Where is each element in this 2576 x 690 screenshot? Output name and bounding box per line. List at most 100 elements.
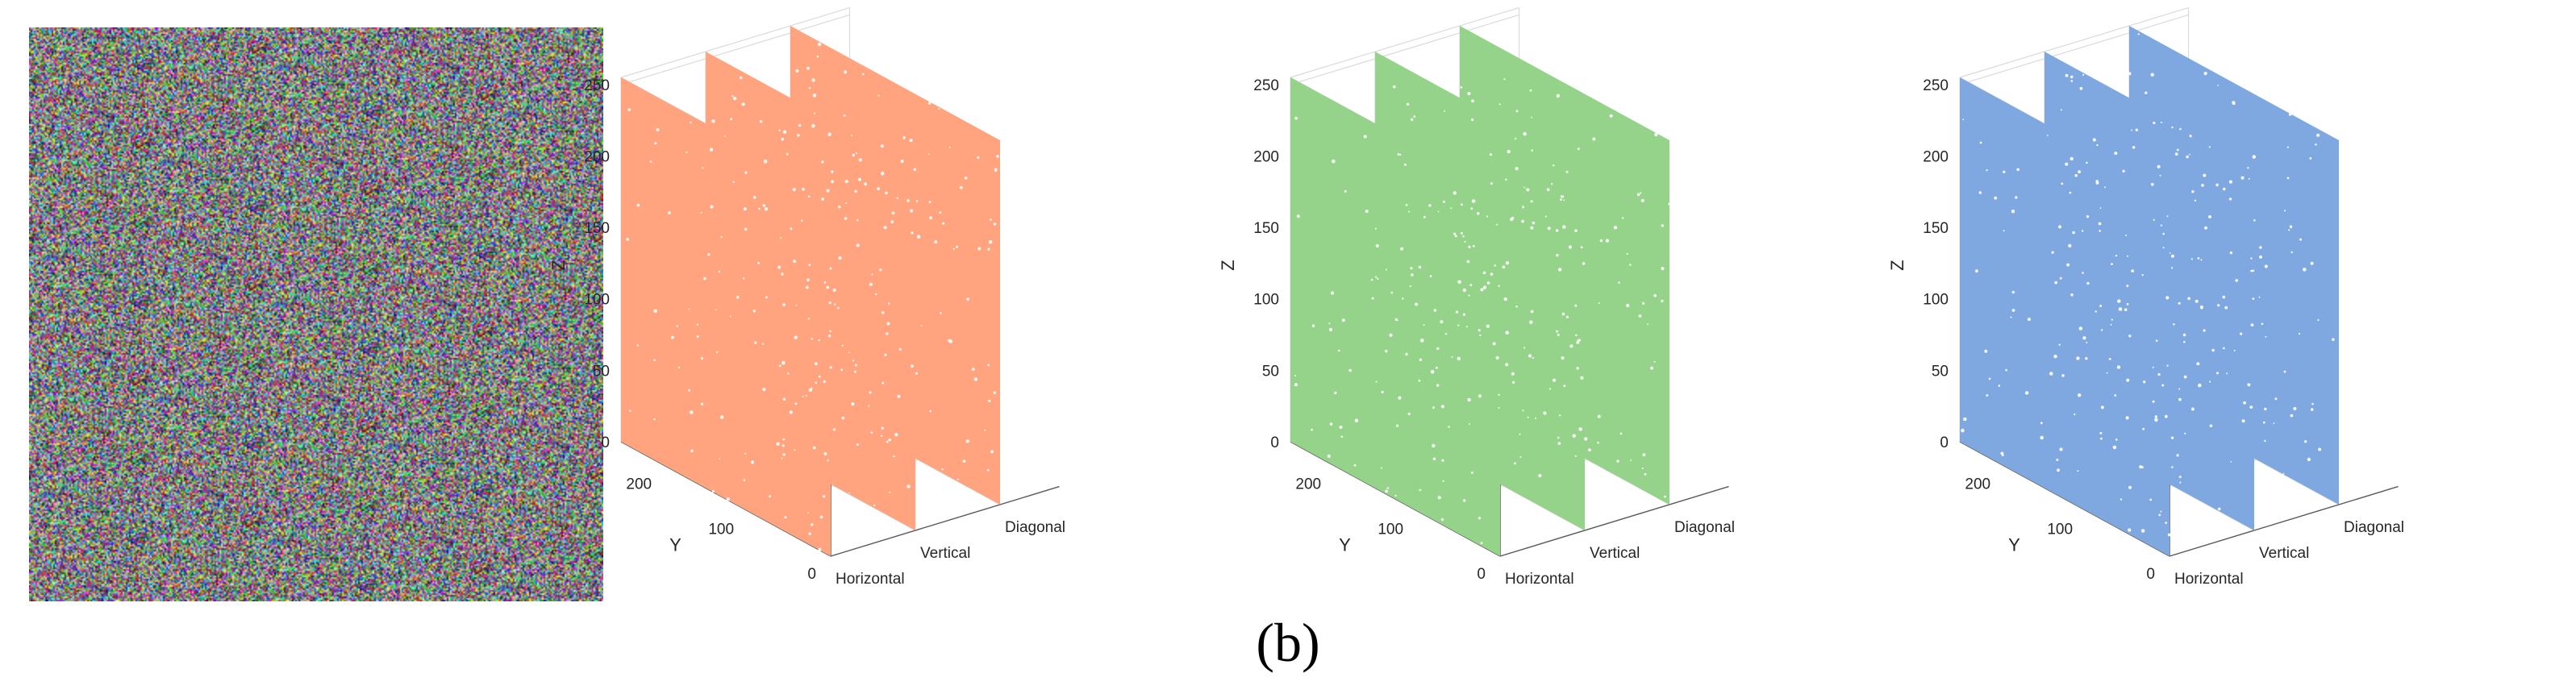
z-tick-label: 0: [1270, 434, 1279, 451]
scatter-gap-point: [894, 433, 898, 437]
scatter-gap-point: [1578, 339, 1581, 342]
scatter-gap-point: [1622, 217, 1624, 219]
z-axis-label: Z: [548, 260, 569, 270]
scatter-gap-point: [2299, 238, 2303, 241]
scatter-gap-point: [1486, 215, 1489, 218]
scatter-gap-point: [1505, 363, 1509, 367]
scatter-gap-point: [781, 137, 784, 141]
scatter-gap-point: [1460, 231, 1463, 235]
scatter-gap-point: [832, 428, 836, 431]
scatter-gap-point: [793, 260, 797, 264]
scatter-gap-point: [2190, 407, 2195, 411]
scatter-gap-point: [1462, 235, 1465, 238]
scatter-gap-point: [2060, 109, 2062, 111]
scatter-gap-point: [1395, 424, 1399, 427]
scatter-gap-point: [1328, 327, 1333, 332]
scatter-gap-point: [1629, 264, 1632, 266]
scatter-gap-point: [2126, 378, 2130, 382]
scatter-gap-point: [688, 308, 690, 310]
scatter-gap-point: [1385, 268, 1387, 271]
scatter-gap-point: [2058, 225, 2061, 229]
scatter-gap-point: [2304, 440, 2307, 443]
scatter-gap-point: [2165, 522, 2168, 524]
scatter-gap-point: [2056, 459, 2059, 461]
scatter-gap-point: [1480, 288, 1484, 292]
scatter-gap-point: [886, 332, 889, 335]
scatter-gap-point: [761, 343, 765, 345]
scatter-gap-point: [2186, 155, 2189, 159]
scatter-gap-point: [1530, 200, 1533, 203]
scatter-gap-point: [965, 439, 969, 443]
scatter-gap-point: [829, 366, 832, 369]
y-tick-label: 200: [626, 476, 652, 493]
scatter-gap-point: [1457, 356, 1461, 360]
scatter-gap-point: [739, 76, 743, 80]
scatter-gap-point: [1461, 203, 1463, 206]
scatter-gap-point: [2259, 246, 2262, 249]
scatter-gap-point: [893, 455, 895, 458]
scatter-gap-point: [2200, 305, 2203, 309]
scatter-gap-point: [885, 191, 888, 195]
scatter-gap-point: [977, 156, 980, 160]
scatter-gap-point: [2070, 75, 2074, 79]
scatter-gap-point: [778, 364, 782, 368]
scatter-gap-point: [870, 431, 873, 434]
scatter-gap-point: [1640, 192, 1642, 194]
scatter-gap-point: [2117, 299, 2121, 303]
scatter-gap-point: [2070, 80, 2074, 82]
scatter-gap-point: [2061, 182, 2064, 185]
scatter-gap-point: [884, 353, 887, 356]
scatter-gap-point: [837, 306, 840, 310]
scatter-gap-point: [2240, 176, 2245, 180]
x-category-label: Diagonal: [1005, 519, 1065, 536]
scatter-gap-point: [715, 309, 717, 311]
scatter-gap-point: [1440, 320, 1444, 324]
scatter-gap-point: [1561, 356, 1565, 360]
scatter-gap-point: [2108, 358, 2111, 360]
scatter-gap-point: [2065, 162, 2069, 166]
scatter-gap-point: [948, 339, 953, 343]
scatter-gap-point: [1294, 383, 1298, 387]
scatter-gap-point: [2095, 181, 2099, 185]
scatter-gap-point: [1598, 302, 1600, 304]
scatter-gap-point: [1644, 472, 1647, 476]
scatter-gap-point: [759, 120, 763, 123]
scatter-gap-point: [2111, 263, 2113, 265]
scatter-gap-point: [744, 227, 748, 231]
scatter-gap-point: [819, 515, 823, 519]
z-tick-label: 50: [593, 363, 610, 380]
scatter-gap-point: [2183, 375, 2187, 379]
scatter-gap-point: [868, 405, 870, 407]
y-axis-label: Y: [669, 535, 682, 555]
scatter-gap-point: [927, 153, 930, 156]
scatter-gap-point: [1502, 265, 1506, 269]
scatter-gap-point: [889, 491, 891, 493]
scatter-gap-point: [1961, 428, 1965, 433]
scatter-gap-point: [1519, 456, 1522, 458]
scatter-gap-point: [1385, 489, 1388, 493]
scatter-gap-point: [929, 409, 932, 413]
scatter-gap-point: [1975, 269, 1978, 273]
x-axis-line: [1499, 485, 1729, 557]
scatter-gap-point: [2126, 285, 2129, 288]
scatter-gap-point: [2074, 173, 2078, 177]
scatter-gap-point: [2250, 269, 2253, 272]
scatter-gap-point: [886, 440, 889, 443]
scatter-gap-point: [2099, 305, 2103, 307]
scatter-gap-point: [2120, 498, 2123, 501]
scatter-gap-point: [2222, 187, 2226, 191]
scatter-gap-point: [1471, 99, 1474, 103]
scatter-gap-point: [2061, 374, 2065, 377]
scatter-gap-point: [677, 366, 681, 369]
scatter-gap-point: [2204, 226, 2207, 230]
scatter-gap-point: [1561, 195, 1565, 198]
scatter-gap-point: [1478, 394, 1482, 398]
scatter-gap-point: [852, 360, 855, 362]
scatter-gap-point: [1371, 297, 1374, 300]
scatter-gap-point: [2176, 454, 2179, 457]
scatter-gap-point: [782, 453, 786, 456]
scatter-gap-point: [2153, 218, 2155, 221]
x-category-label: Diagonal: [2344, 519, 2404, 536]
scatter-gap-point: [811, 523, 814, 526]
scatter-gap-point: [2086, 281, 2090, 285]
